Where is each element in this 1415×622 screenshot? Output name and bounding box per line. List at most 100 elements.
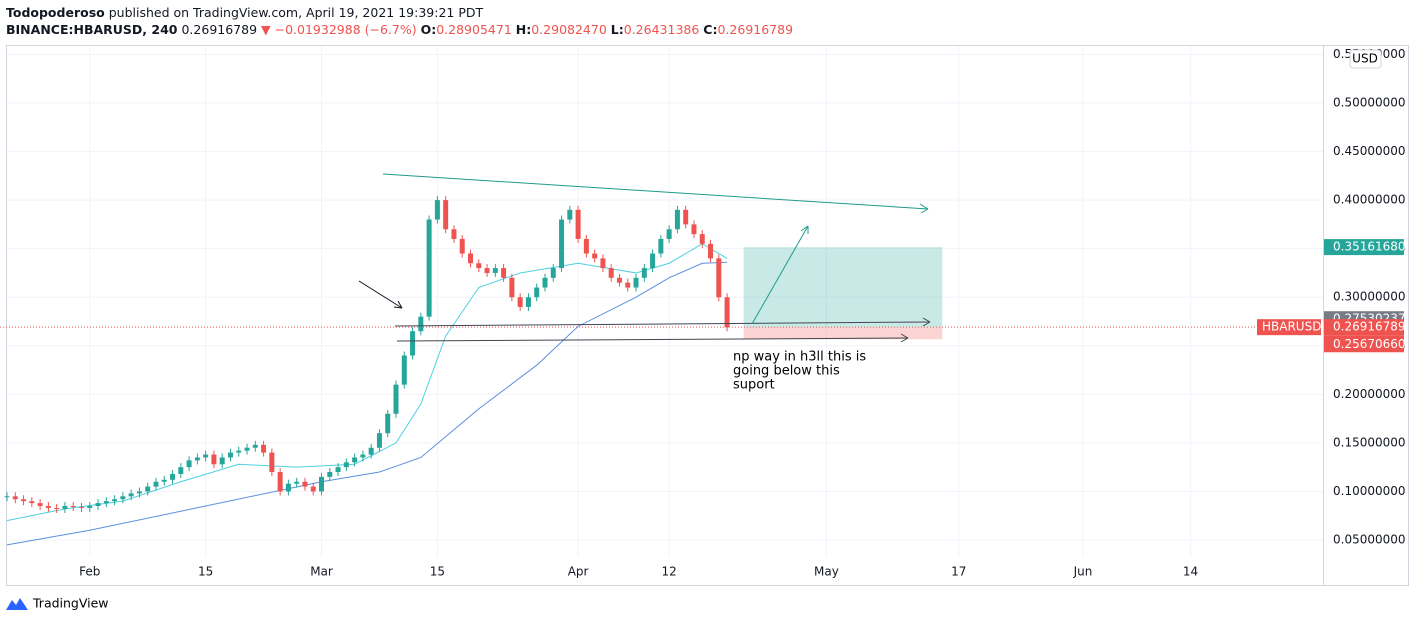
candle xyxy=(534,287,540,298)
x-tick-label: Jun xyxy=(1073,565,1093,579)
price-tag xyxy=(1324,239,1404,256)
candle xyxy=(103,501,109,504)
candle xyxy=(393,384,399,414)
x-tick-label: 14 xyxy=(1183,565,1198,579)
plot: 0.05000000 0.10000000 0.15000000 0.20000000… xyxy=(0,46,1406,579)
y-tick-label: 0.30000000 xyxy=(1333,290,1406,304)
candle xyxy=(674,209,680,230)
quote-line: BINANCE:HBARUSD, 240 0.26916789 ▼ −0.019… xyxy=(6,21,793,38)
candle xyxy=(236,450,242,453)
candle xyxy=(625,282,631,288)
arrow-head xyxy=(919,203,929,210)
candle xyxy=(600,258,606,269)
price-tag-label: 0.25670660 xyxy=(1333,337,1406,351)
candle xyxy=(434,200,440,220)
candle xyxy=(376,433,382,448)
candle xyxy=(343,462,349,468)
candle xyxy=(492,268,498,273)
candle xyxy=(550,268,556,278)
candle xyxy=(120,496,126,500)
candle xyxy=(45,506,51,508)
moving-average xyxy=(6,261,728,546)
candle xyxy=(616,277,622,283)
y-tick-label: 0.45000000 xyxy=(1333,144,1406,158)
price-tag xyxy=(1324,319,1404,336)
candle xyxy=(285,483,291,492)
candle xyxy=(683,209,689,225)
last: 0.26916789 xyxy=(181,22,258,37)
y-tick-label: 0.05000000 xyxy=(1333,533,1406,547)
candle xyxy=(484,268,490,273)
candle xyxy=(451,229,457,239)
price-tag xyxy=(1324,336,1404,353)
candle xyxy=(319,476,325,492)
arrow-head xyxy=(800,225,809,232)
candle xyxy=(327,472,333,477)
candle xyxy=(716,258,722,298)
x-tick-label: May xyxy=(814,565,839,579)
candle xyxy=(509,277,515,298)
candle xyxy=(467,253,473,264)
h-label: H: xyxy=(515,22,532,37)
candle xyxy=(21,499,27,502)
candle xyxy=(658,238,664,254)
arrow-head xyxy=(397,300,403,309)
published: published on TradingView.com, April 19, … xyxy=(108,5,484,20)
arrow-head xyxy=(393,306,403,309)
y-tick-label: 0.15000000 xyxy=(1333,435,1406,449)
h: 0.29082470 xyxy=(531,22,607,37)
candle xyxy=(186,460,192,468)
support-line xyxy=(396,337,909,342)
candle xyxy=(666,229,672,239)
candle xyxy=(699,234,705,244)
candle xyxy=(517,297,523,307)
annotation: suport xyxy=(733,378,775,393)
candle xyxy=(203,454,209,458)
candle xyxy=(269,452,275,473)
candle xyxy=(70,506,76,508)
author: Todopoderoso xyxy=(6,5,105,20)
candle xyxy=(724,297,730,328)
candle xyxy=(244,447,250,451)
candle xyxy=(418,316,424,332)
stop-zone xyxy=(743,327,943,340)
candle xyxy=(310,486,316,492)
candle xyxy=(153,481,159,487)
candle xyxy=(194,457,200,461)
x-tick-label: Feb xyxy=(79,565,100,579)
currency-box xyxy=(1349,49,1382,69)
brand: TradingView xyxy=(32,596,109,611)
c-label: C: xyxy=(703,22,718,37)
candle xyxy=(170,473,176,480)
symbol-tag xyxy=(1257,319,1321,336)
candle xyxy=(575,209,581,239)
candle xyxy=(525,297,531,307)
candle xyxy=(161,479,167,482)
candle xyxy=(443,200,449,230)
x-tick-label: 15 xyxy=(430,565,445,579)
candle xyxy=(476,263,482,269)
price-tag-label: 0.26916789 xyxy=(1333,320,1406,334)
candle xyxy=(368,447,374,455)
candle xyxy=(211,454,217,465)
candle xyxy=(352,457,358,463)
candle xyxy=(633,277,639,288)
l: 0.26431386 xyxy=(623,22,700,37)
candle xyxy=(128,493,134,497)
candle xyxy=(252,444,258,448)
price-tag-label: 0.35161680 xyxy=(1333,240,1406,254)
y-tick-label: 0.20000000 xyxy=(1333,387,1406,401)
candle xyxy=(691,224,697,235)
candle xyxy=(136,491,142,494)
candle xyxy=(54,507,60,509)
candle xyxy=(592,253,598,259)
candle xyxy=(542,277,548,288)
candle xyxy=(410,331,416,356)
x-tick-label: 15 xyxy=(198,565,213,579)
symbol: BINANCE:HBARUSD, 240 xyxy=(6,22,178,37)
trend-line xyxy=(382,173,929,210)
target-arrow xyxy=(751,225,809,325)
